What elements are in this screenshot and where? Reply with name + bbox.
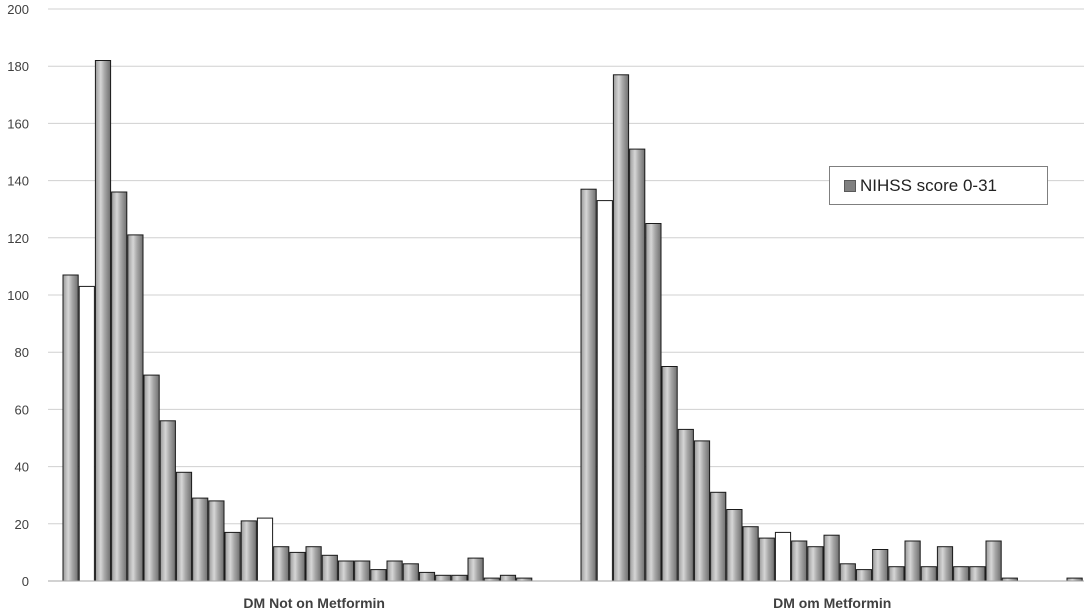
bar — [305, 546, 322, 582]
bar — [467, 557, 484, 582]
y-tick-label: 100 — [7, 288, 29, 303]
y-tick-label: 160 — [7, 116, 29, 131]
bar — [904, 540, 921, 582]
legend: NIHSS score 0-31 — [829, 166, 1048, 205]
bar — [240, 520, 257, 582]
bar — [386, 560, 403, 582]
bar — [888, 566, 905, 582]
bar — [612, 74, 630, 582]
bar — [289, 551, 306, 582]
category-label: DM om Metformin — [773, 595, 891, 611]
bar — [111, 191, 128, 582]
bar — [337, 560, 355, 582]
bar — [969, 566, 986, 582]
bar — [402, 563, 419, 582]
bar — [758, 537, 775, 582]
y-tick-label: 140 — [7, 174, 29, 189]
bar — [192, 497, 209, 582]
bar — [774, 531, 792, 582]
y-tick-label: 0 — [22, 574, 29, 589]
bar — [677, 428, 694, 582]
bar — [208, 500, 225, 582]
bar — [791, 540, 808, 582]
y-tick-label: 80 — [15, 345, 29, 360]
bar — [807, 546, 824, 582]
bar — [872, 549, 889, 582]
y-tick-label: 40 — [15, 460, 29, 475]
bar — [661, 366, 678, 582]
bar — [823, 534, 840, 582]
legend-label: NIHSS score 0-31 — [860, 175, 997, 195]
y-tick-label: 60 — [15, 402, 29, 417]
y-tick-label: 180 — [7, 59, 29, 74]
bar — [953, 566, 970, 582]
bar — [78, 285, 95, 582]
bar — [985, 540, 1002, 582]
bar — [321, 554, 338, 582]
bar — [273, 546, 290, 582]
bar — [354, 560, 371, 582]
bar — [143, 374, 160, 582]
legend-swatch — [844, 179, 856, 192]
bar — [580, 188, 597, 582]
bar — [645, 223, 662, 582]
bar — [710, 491, 727, 582]
bar — [855, 569, 873, 582]
bar — [920, 566, 937, 582]
bar — [62, 274, 79, 582]
gridlines — [48, 8, 1084, 525]
category-labels: DM Not on Metformin DM om Metformin — [243, 595, 891, 611]
bar — [451, 574, 468, 582]
bar — [370, 569, 387, 582]
bar — [224, 531, 241, 582]
bar — [596, 200, 613, 582]
bar — [839, 563, 856, 582]
y-tick-label: 120 — [7, 231, 29, 246]
bars — [62, 60, 1083, 582]
bar — [256, 517, 274, 582]
bar — [435, 574, 452, 582]
bar — [159, 420, 176, 582]
bar — [742, 526, 759, 582]
y-axis-tick-labels: 0 20 40 60 80 100 120 140 160 180 200 — [7, 2, 29, 589]
bar — [726, 509, 743, 582]
bar — [936, 546, 954, 582]
bar — [418, 571, 436, 582]
category-label: DM Not on Metformin — [243, 595, 385, 611]
y-tick-label: 20 — [15, 517, 29, 532]
bar — [127, 234, 144, 582]
bar — [693, 440, 711, 582]
bar — [175, 471, 193, 582]
bar — [499, 574, 517, 582]
y-tick-label: 200 — [7, 2, 29, 17]
bar — [629, 148, 646, 582]
bar — [94, 60, 112, 582]
